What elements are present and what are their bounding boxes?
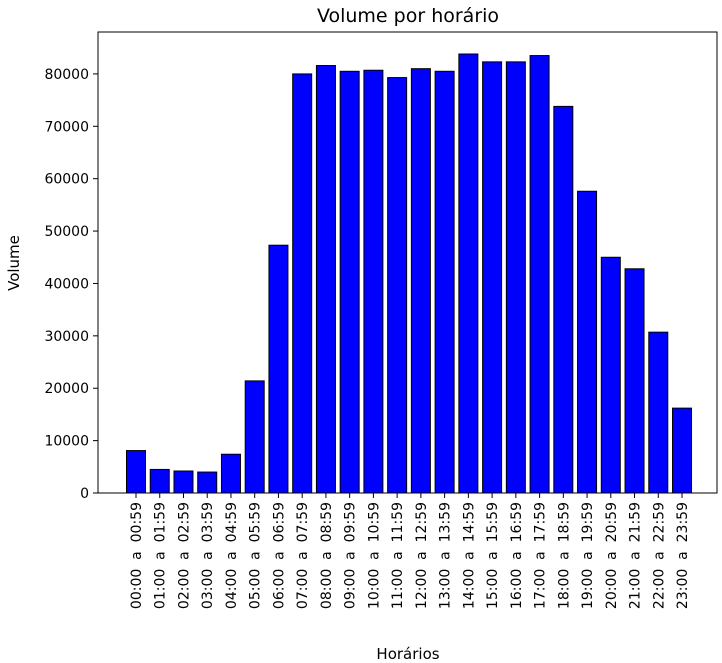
- x-tick-label: 11:00 a 11:59: [390, 502, 406, 609]
- bar-9: [339, 70, 360, 494]
- bar-14: [458, 53, 479, 494]
- bar-7: [292, 73, 313, 494]
- x-tick-label: 09:00 a 09:59: [343, 502, 359, 609]
- x-tick-label: 08:00 a 08:59: [319, 502, 335, 609]
- bar-3: [197, 471, 218, 494]
- bar-15: [482, 61, 503, 494]
- bar-23: [672, 407, 693, 494]
- x-tick-label: 02:00 a 02:59: [176, 502, 192, 609]
- bar-18: [553, 105, 574, 494]
- y-tick-label: 0: [80, 486, 89, 502]
- y-tick-label: 50000: [44, 224, 89, 240]
- x-tick-label: 05:00 a 05:59: [248, 502, 264, 609]
- y-axis-label: Volume: [5, 235, 23, 291]
- x-tick-label: 16:00 a 16:59: [509, 502, 525, 609]
- bar-22: [648, 331, 669, 494]
- x-tick-label: 21:00 a 21:59: [628, 502, 644, 609]
- x-axis-label: Horários: [376, 645, 439, 663]
- x-tick-label: 04:00 a 04:59: [224, 502, 240, 609]
- y-tick-label: 60000: [44, 172, 89, 188]
- y-tick-label: 20000: [44, 381, 89, 397]
- x-tick-label: 22:00 a 22:59: [651, 502, 667, 609]
- bar-2: [173, 470, 194, 494]
- x-axis: 00:00 a 00:59 01:00 a 01:59 02:00 a 02:59 0…: [129, 493, 691, 609]
- x-tick-label: 00:00 a 00:59: [129, 502, 145, 609]
- y-tick-label: 30000: [44, 329, 89, 345]
- x-tick-label: 06:00 a 06:59: [271, 502, 287, 609]
- chart-title: Volume por horário: [317, 5, 499, 27]
- bar-17: [529, 55, 550, 494]
- bar-8: [315, 65, 336, 494]
- bars-group: [126, 53, 693, 494]
- x-tick-label: 14:00 a 14:59: [461, 502, 477, 609]
- bar-5: [244, 380, 265, 494]
- plot-frame: [97, 31, 718, 494]
- y-axis: 0 10000 20000 30000 40000 50000 60000 70000 8000…: [44, 67, 98, 502]
- bar-4: [220, 453, 241, 494]
- x-tick-label: 03:00 a 03:59: [200, 502, 216, 609]
- x-tick-label: 12:00 a 12:59: [414, 502, 430, 609]
- x-tick-label: 07:00 a 07:59: [295, 502, 311, 609]
- bar-16: [505, 61, 526, 494]
- bar-12: [410, 68, 431, 494]
- bar-1: [149, 468, 170, 494]
- bar-21: [624, 268, 645, 494]
- bar-11: [387, 77, 408, 494]
- x-tick-label: 01:00 a 01:59: [153, 502, 169, 609]
- bar-13: [434, 70, 455, 494]
- x-tick-label: 13:00 a 13:59: [438, 502, 454, 609]
- x-tick-label: 19:00 a 19:59: [580, 502, 596, 609]
- bar-10: [363, 69, 384, 494]
- x-tick-label: 15:00 a 15:59: [485, 502, 501, 609]
- y-tick-label: 70000: [44, 119, 89, 135]
- x-tick-label: 20:00 a 20:59: [604, 502, 620, 609]
- x-tick-label: 10:00 a 10:59: [366, 502, 382, 609]
- y-tick-label: 10000: [44, 434, 89, 450]
- bar-20: [600, 256, 621, 494]
- x-tick-label: 18:00 a 18:59: [556, 502, 572, 609]
- bar-0: [126, 450, 146, 494]
- bar-6: [268, 244, 289, 494]
- x-tick-label: 23:00 a 23:59: [675, 502, 691, 609]
- y-tick-label: 40000: [44, 276, 89, 292]
- bar-19: [577, 190, 598, 494]
- x-tick-label: 17:00 a 17:59: [533, 502, 549, 609]
- y-tick-label: 80000: [44, 67, 89, 83]
